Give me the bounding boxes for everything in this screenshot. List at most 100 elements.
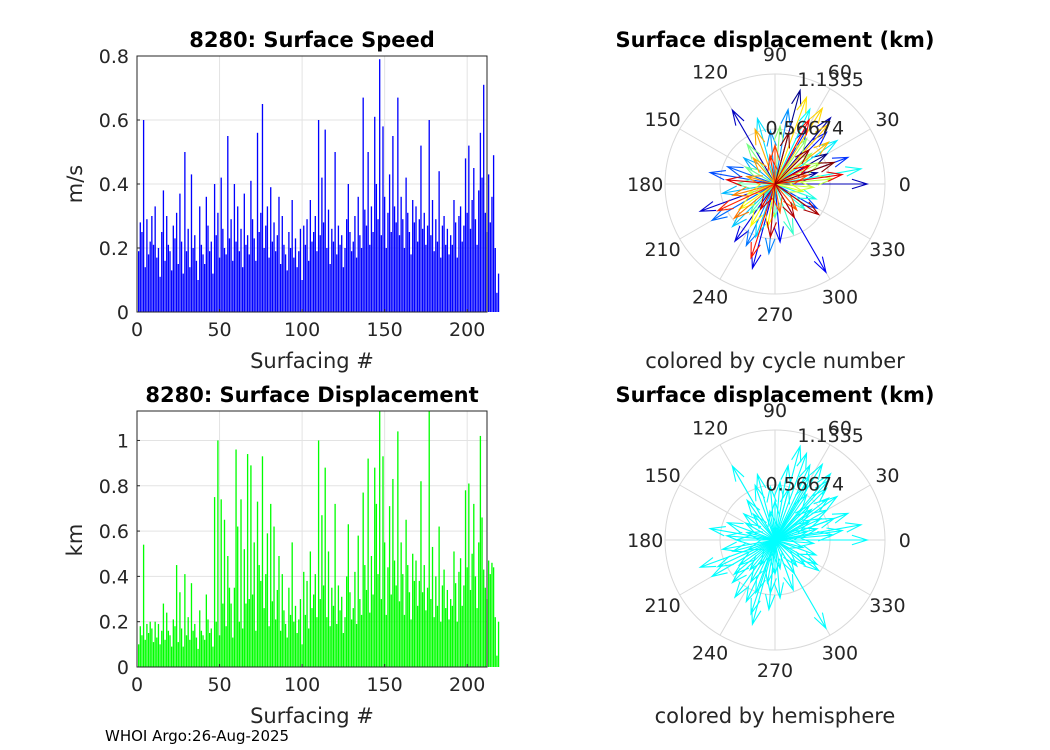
bar — [329, 264, 331, 312]
bar — [152, 244, 155, 312]
bar — [204, 639, 206, 667]
displacement-arrow — [751, 156, 776, 185]
bar — [180, 628, 183, 667]
bar — [415, 206, 417, 312]
bar — [476, 244, 478, 312]
bar — [197, 648, 199, 667]
bar — [275, 619, 277, 667]
bar — [451, 244, 453, 312]
bar — [190, 174, 193, 312]
bar — [152, 642, 155, 667]
bar — [410, 254, 412, 312]
displacement-arrow — [774, 462, 824, 541]
bar — [141, 635, 143, 667]
bar — [346, 576, 348, 667]
bar — [407, 212, 409, 312]
bar — [182, 273, 184, 312]
bar — [175, 565, 178, 667]
displacement-arrow — [750, 539, 776, 616]
bar — [473, 168, 475, 312]
bar — [471, 553, 473, 667]
bar — [207, 225, 209, 312]
displacement-arrow — [773, 183, 784, 244]
bar — [321, 177, 323, 312]
bar — [218, 257, 221, 312]
bar — [364, 565, 366, 667]
bar — [171, 270, 173, 312]
bar — [317, 440, 320, 667]
displacement-arrow — [774, 463, 791, 541]
bar — [217, 440, 219, 667]
bar — [436, 605, 439, 667]
bar — [309, 551, 312, 667]
bar — [484, 212, 487, 312]
bar — [408, 232, 411, 312]
speed-chart-title: 8280: Surface Speed — [189, 28, 435, 52]
bar — [336, 254, 338, 312]
x-tick-label: 50 — [207, 319, 231, 341]
bar — [435, 219, 437, 312]
polar-cycle-caption: colored by cycle number — [645, 349, 905, 373]
displacement-arrow — [731, 539, 776, 553]
displacement-arrow — [774, 130, 790, 185]
bar — [459, 558, 462, 667]
polar-hemisphere-vectors — [698, 444, 870, 630]
bar — [233, 184, 236, 312]
bar — [147, 633, 150, 667]
bar — [169, 251, 171, 312]
bar — [367, 152, 369, 312]
bar — [440, 621, 442, 667]
bar — [284, 623, 287, 667]
bar — [185, 635, 188, 667]
bar — [489, 222, 491, 312]
bar — [190, 583, 193, 667]
bar — [428, 411, 430, 667]
bar — [306, 580, 308, 667]
bar — [253, 238, 255, 312]
bar — [172, 225, 174, 312]
bar — [435, 576, 437, 667]
bar — [385, 248, 387, 312]
bar — [382, 126, 384, 313]
bar — [166, 612, 168, 667]
displacement-arrow — [745, 183, 776, 248]
displacement-arrow — [774, 527, 845, 541]
displacement-arrow — [710, 539, 776, 578]
bar — [451, 605, 453, 667]
bar — [265, 225, 267, 312]
displacement-arrow — [774, 538, 805, 549]
bar — [464, 490, 467, 667]
bar — [375, 184, 378, 312]
bar — [385, 614, 387, 667]
bar — [265, 574, 267, 667]
bar — [317, 120, 320, 312]
bar — [395, 585, 397, 667]
bar — [438, 171, 440, 312]
theta-tick-label: 270 — [757, 660, 793, 682]
bar — [400, 542, 402, 667]
bar — [266, 206, 269, 312]
bar — [258, 565, 260, 667]
bar — [192, 248, 194, 312]
bar — [438, 526, 440, 667]
bar — [474, 219, 477, 312]
bar — [238, 621, 241, 667]
bar — [423, 212, 425, 312]
y-tick-label: 0.6 — [99, 521, 129, 543]
bar — [159, 644, 161, 667]
theta-tick-label: 90 — [763, 44, 787, 66]
bar — [260, 212, 262, 312]
bar — [200, 244, 203, 312]
bar — [276, 235, 278, 312]
bar — [479, 132, 482, 312]
bar — [177, 642, 179, 667]
bar — [162, 190, 165, 312]
bar — [425, 244, 427, 312]
bar — [398, 601, 401, 667]
bar — [433, 617, 435, 667]
bar — [314, 216, 316, 312]
bar — [298, 619, 300, 667]
bar — [448, 254, 450, 312]
displacement-arrow — [772, 183, 783, 215]
bar — [466, 212, 468, 312]
